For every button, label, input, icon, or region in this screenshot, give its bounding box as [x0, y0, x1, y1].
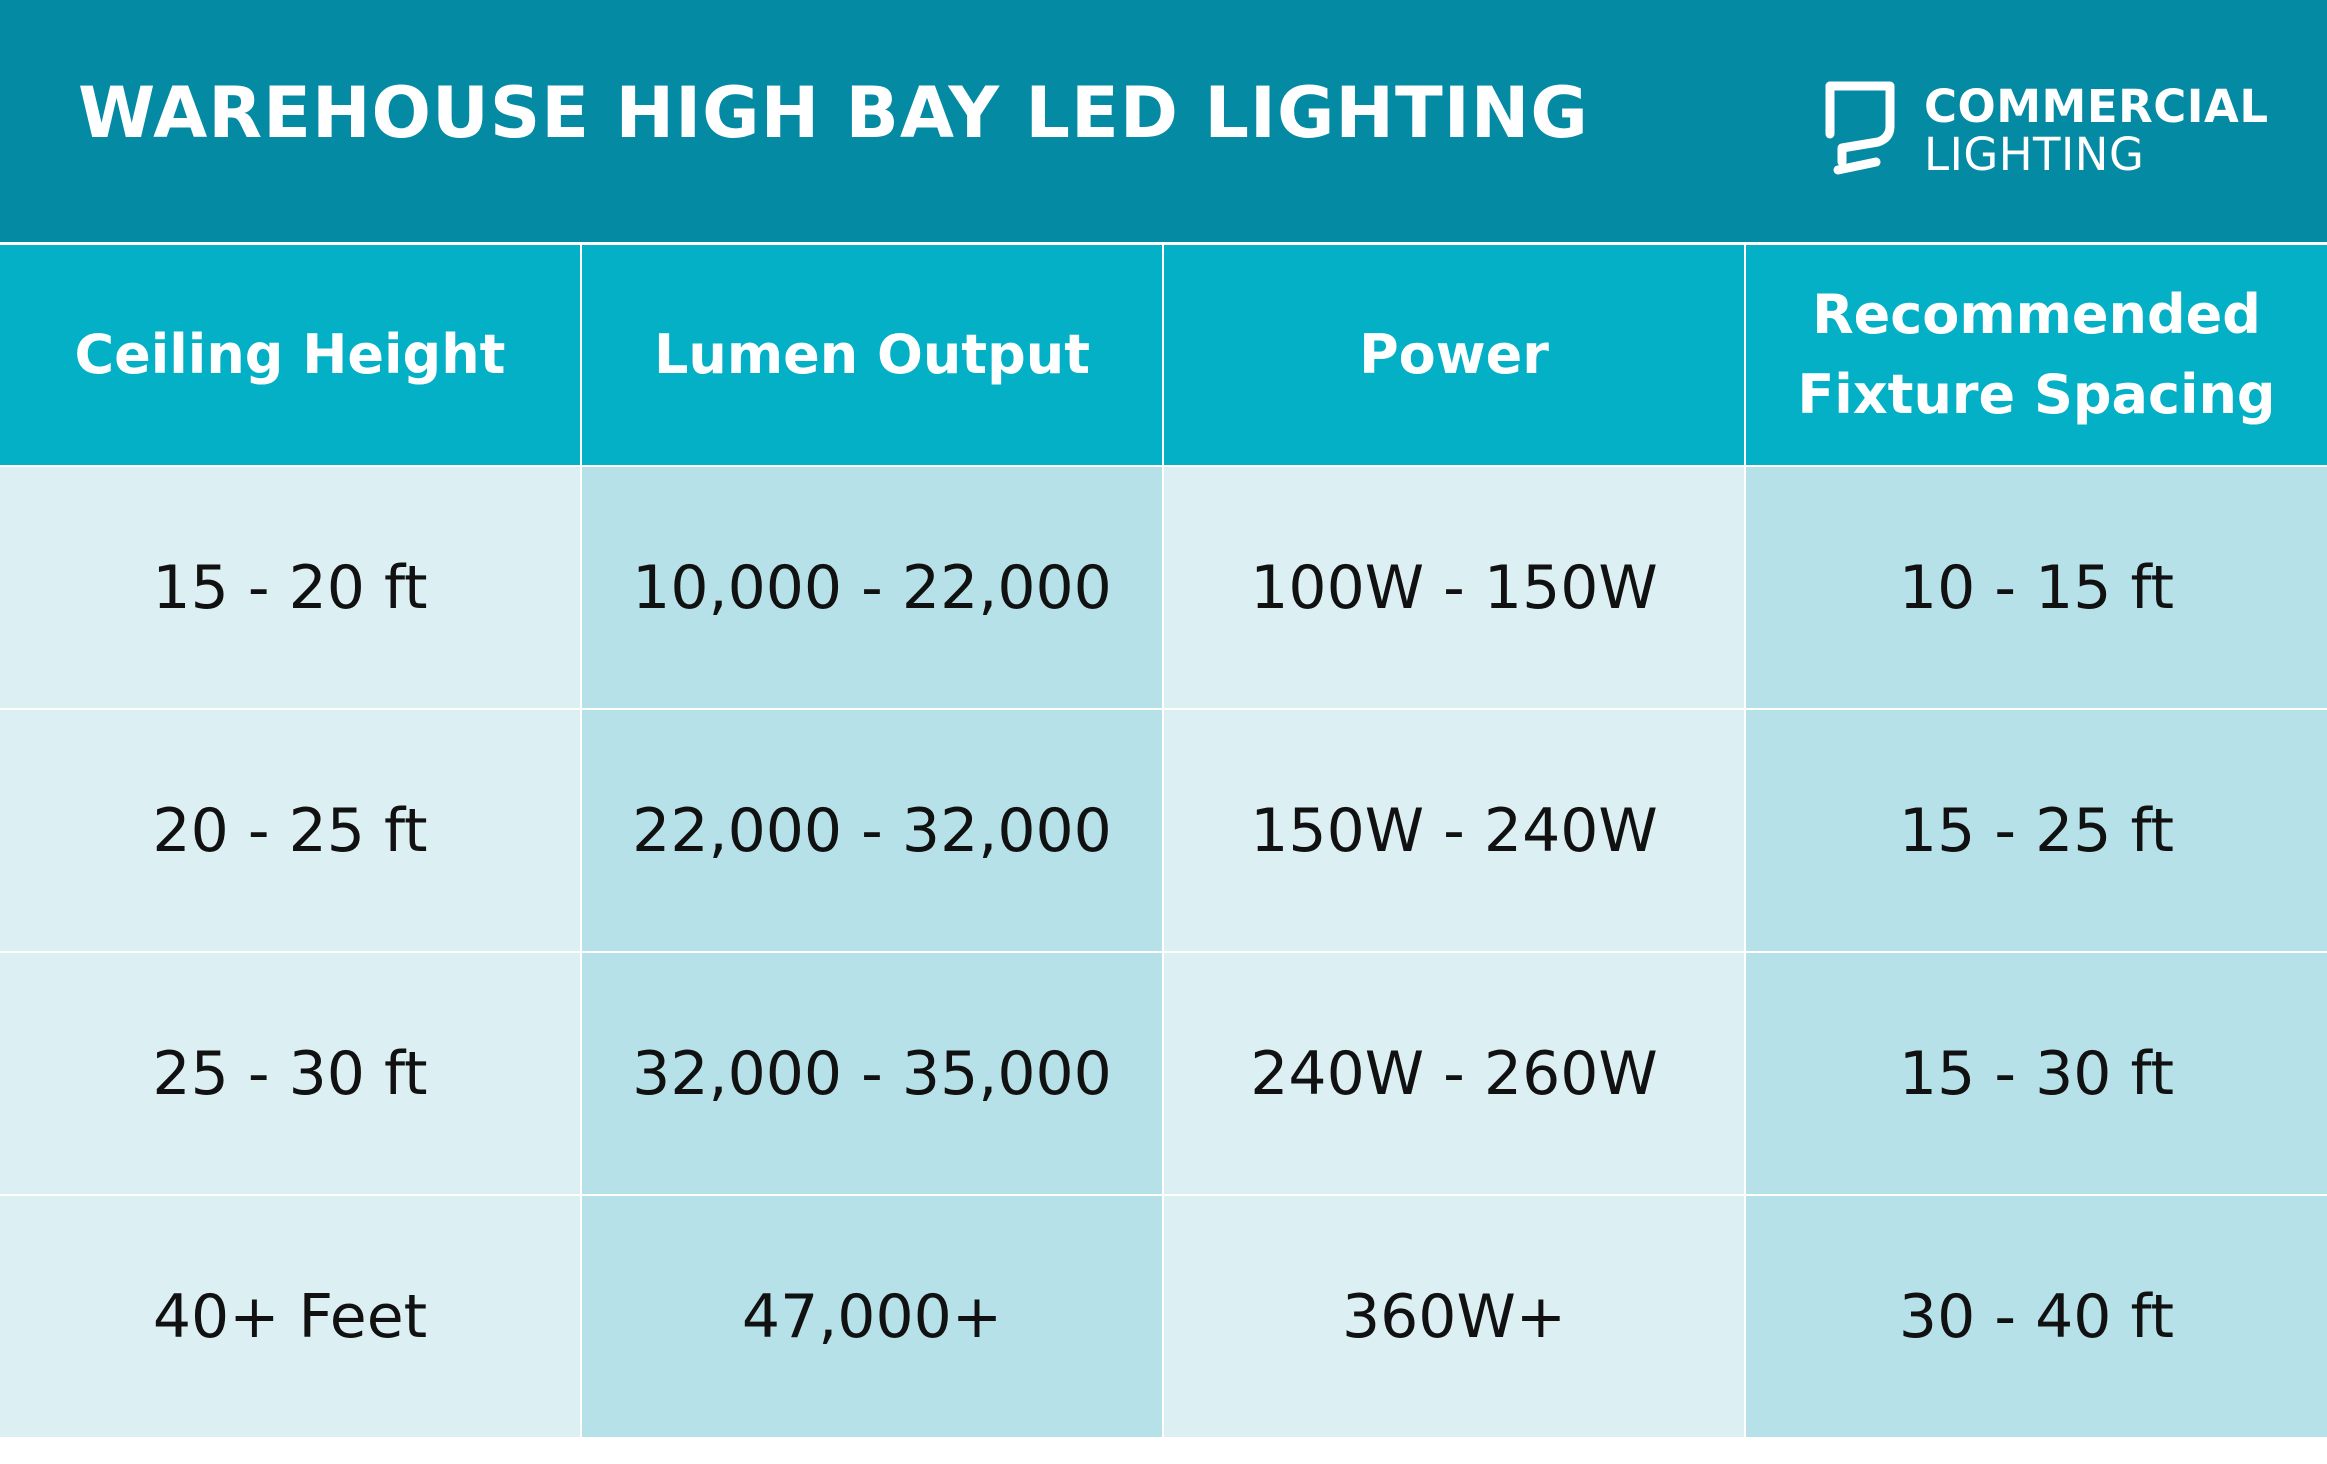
- table-cell: 32,000 - 35,000: [582, 953, 1162, 1194]
- column-header-power: Power: [1164, 245, 1744, 465]
- column-header-fixture-spacing: Recommended Fixture Spacing: [1746, 245, 2327, 465]
- table-cell: 360W+: [1164, 1196, 1744, 1437]
- table-cell: 15 - 30 ft: [1746, 953, 2327, 1194]
- table-cell: 22,000 - 32,000: [582, 710, 1162, 951]
- table-cell: 10 - 15 ft: [1746, 467, 2327, 708]
- logo-text-commercial: COMMERCIAL: [1924, 80, 2269, 133]
- table-cell: 30 - 40 ft: [1746, 1196, 2327, 1437]
- table-cell: 15 - 25 ft: [1746, 710, 2327, 951]
- spec-table: Ceiling Height Lumen Output Power Recomm…: [0, 245, 2327, 1437]
- lamp-logo-icon: [1825, 81, 1895, 175]
- page-title: WAREHOUSE HIGH BAY LED LIGHTING: [78, 72, 1589, 154]
- title-banner: WAREHOUSE HIGH BAY LED LIGHTING COMMERCI…: [0, 0, 2327, 242]
- table-cell: 47,000+: [582, 1196, 1162, 1437]
- table-cell: 100W - 150W: [1164, 467, 1744, 708]
- table-cell: 20 - 25 ft: [0, 710, 580, 951]
- column-header-ceiling-height: Ceiling Height: [0, 245, 580, 465]
- column-header-lumen-output: Lumen Output: [582, 245, 1162, 465]
- table-cell: 15 - 20 ft: [0, 467, 580, 708]
- table-cell: 40+ Feet: [0, 1196, 580, 1437]
- brand-logo: COMMERCIAL LIGHTING: [1820, 76, 2268, 186]
- table-cell: 25 - 30 ft: [0, 953, 580, 1194]
- table-cell: 10,000 - 22,000: [582, 467, 1162, 708]
- table-cell: 150W - 240W: [1164, 710, 1744, 951]
- logo-text-lighting: LIGHTING: [1924, 128, 2145, 181]
- table-cell: 240W - 260W: [1164, 953, 1744, 1194]
